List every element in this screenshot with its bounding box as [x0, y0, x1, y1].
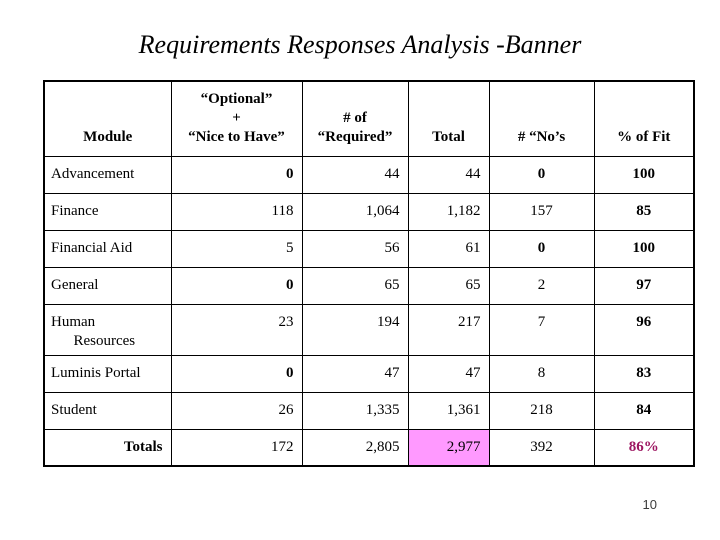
value-cell: 26 — [170, 391, 303, 430]
value-cell: 47 — [407, 354, 490, 393]
highlighted-value-cell: 2,977 — [407, 428, 490, 467]
table-body: Advancement 0 44 44 0 100 Finance 118 1,064 1,182… — [43, 155, 695, 467]
totals-row: Totals 172 2,805 2,977 392 86% — [43, 428, 695, 467]
value-cell: 84 — [593, 391, 695, 430]
module-cell: Financial Aid — [43, 229, 172, 268]
value-cell: 2 — [488, 266, 595, 305]
table-row: Financial Aid 5 56 61 0 100 — [43, 229, 695, 268]
module-cell: Totals — [43, 428, 172, 467]
value-cell: 65 — [301, 266, 409, 305]
value-cell: 100 — [593, 155, 695, 194]
table-header-row: Module “Optional” + “Nice to Have” # of … — [43, 80, 695, 157]
value-cell: 44 — [407, 155, 490, 194]
value-cell: 85 — [593, 192, 695, 231]
table-row: Human Resources 23 194 217 7 96 — [43, 303, 695, 356]
module-cell: Luminis Portal — [43, 354, 172, 393]
column-header-module: Module — [43, 80, 172, 157]
column-header-nos: # “No’s — [488, 80, 595, 157]
value-cell: 1,361 — [407, 391, 490, 430]
value-cell: 0 — [170, 354, 303, 393]
value-cell: 5 — [170, 229, 303, 268]
table-row: Advancement 0 44 44 0 100 — [43, 155, 695, 194]
value-cell: 47 — [301, 354, 409, 393]
value-cell: 392 — [488, 428, 595, 467]
value-cell: 118 — [170, 192, 303, 231]
value-cell: 23 — [170, 303, 303, 356]
value-cell: 1,335 — [301, 391, 409, 430]
module-cell: General — [43, 266, 172, 305]
value-cell: 100 — [593, 229, 695, 268]
module-cell: Student — [43, 391, 172, 430]
value-cell: 56 — [301, 229, 409, 268]
value-cell: 0 — [170, 266, 303, 305]
value-cell: 44 — [301, 155, 409, 194]
value-cell: 61 — [407, 229, 490, 268]
value-cell: 83 — [593, 354, 695, 393]
table-row: Luminis Portal 0 47 47 8 83 — [43, 354, 695, 393]
value-cell: 2,805 — [301, 428, 409, 467]
value-cell: 172 — [170, 428, 303, 467]
column-header-optional-nice: “Optional” + “Nice to Have” — [170, 80, 303, 157]
column-header-required: # of “Required” — [301, 80, 409, 157]
value-cell: 86% — [593, 428, 695, 467]
value-cell: 157 — [488, 192, 595, 231]
value-cell: 7 — [488, 303, 595, 356]
value-cell: 65 — [407, 266, 490, 305]
value-cell: 194 — [301, 303, 409, 356]
value-cell: 217 — [407, 303, 490, 356]
value-cell: 0 — [170, 155, 303, 194]
column-header-pct-of-fit: % of Fit — [593, 80, 695, 157]
table-row: Student 26 1,335 1,361 218 84 — [43, 391, 695, 430]
value-cell: 1,182 — [407, 192, 490, 231]
requirements-table: Module “Optional” + “Nice to Have” # of … — [43, 80, 695, 467]
value-cell: 218 — [488, 391, 595, 430]
value-cell: 96 — [593, 303, 695, 356]
table-row: General 0 65 65 2 97 — [43, 266, 695, 305]
page-title: Requirements Responses Analysis -Banner — [138, 30, 582, 59]
value-cell: 0 — [488, 155, 595, 194]
value-cell: 97 — [593, 266, 695, 305]
value-cell: 1,064 — [301, 192, 409, 231]
column-header-total: Total — [407, 80, 490, 157]
module-cell: Advancement — [43, 155, 172, 194]
module-cell: Finance — [43, 192, 172, 231]
table-row: Finance 118 1,064 1,182 157 85 — [43, 192, 695, 231]
module-cell: Human Resources — [43, 303, 172, 356]
value-cell: 0 — [488, 229, 595, 268]
page-number: 10 — [642, 497, 657, 512]
value-cell: 8 — [488, 354, 595, 393]
